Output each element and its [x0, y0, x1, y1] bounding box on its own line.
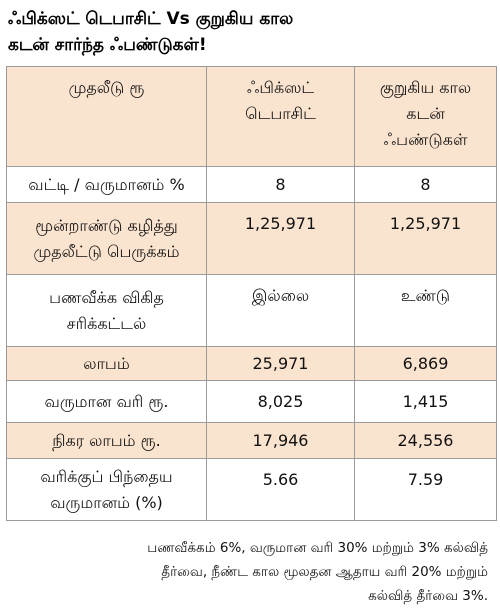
debt-value: 1,415 — [354, 380, 497, 423]
row-label: வருமான வரி ரூ. — [6, 380, 207, 423]
fd-value: இல்லை — [206, 274, 355, 347]
row-label: பணவீக்க விகித சரிக்கட்டல் — [6, 274, 207, 347]
footnote-line-2: தீர்வை, நீண்ட கால மூலதன ஆதாய வரி 20% மற்… — [161, 564, 488, 580]
fd-value: 8,025 — [206, 380, 355, 423]
table-row: மூன்றாண்டு கழித்து முதலீட்டு பெருக்கம் 1,… — [6, 202, 497, 275]
title-line-2: கடன் சார்ந்த ஃபண்டுகள்! — [8, 35, 207, 55]
row-label: மூன்றாண்டு கழித்து முதலீட்டு பெருக்கம் — [6, 202, 207, 275]
fd-value: 5.66 — [206, 458, 355, 521]
debt-value: 24,556 — [354, 422, 497, 459]
comparison-table: முதலீடு ரூ ஃபிக்ஸட் டெபாசிட் குறுகிய கால க… — [6, 66, 497, 521]
table-row: நிகர லாபம் ரூ. 17,946 24,556 — [6, 422, 497, 459]
header-investment: முதலீடு ரூ — [6, 66, 207, 167]
row-label: லாபம் — [6, 346, 207, 381]
footnote: பணவீக்கம் 6%, வருமான வரி 30% மற்றும் 3% … — [18, 536, 488, 608]
table-header-row: முதலீடு ரூ ஃபிக்ஸட் டெபாசிட் குறுகிய கால க… — [6, 66, 497, 167]
debt-value: 6,869 — [354, 346, 497, 381]
footnote-line-3: கல்வித் தீர்வை 3%. — [368, 588, 488, 604]
debt-value: உண்டு — [354, 274, 497, 347]
header-debt-funds: குறுகிய கால கடன் ஃபண்டுகள் — [354, 66, 497, 167]
debt-value: 1,25,971 — [354, 202, 497, 275]
table-row: வருமான வரி ரூ. 8,025 1,415 — [6, 380, 497, 423]
fd-value: 17,946 — [206, 422, 355, 459]
table-row: வரிக்குப் பிந்தைய வருமானம் (%) 5.66 7.59 — [6, 458, 497, 521]
row-label: வரிக்குப் பிந்தைய வருமானம் (%) — [6, 458, 207, 521]
fd-value: 25,971 — [206, 346, 355, 381]
header-fixed-deposit: ஃபிக்ஸட் டெபாசிட் — [206, 66, 355, 167]
table-row: பணவீக்க விகித சரிக்கட்டல் இல்லை உண்டு — [6, 274, 497, 347]
footnote-line-1: பணவீக்கம் 6%, வருமான வரி 30% மற்றும் 3% … — [147, 540, 488, 556]
title-line-1: ஃபிக்ஸட் டெபாசிட் Vs குறுகிய கால — [8, 9, 294, 29]
table-row: லாபம் 25,971 6,869 — [6, 346, 497, 381]
row-label: வட்டி / வருமானம் % — [6, 166, 207, 203]
debt-value: 8 — [354, 166, 497, 203]
row-label: நிகர லாபம் ரூ. — [6, 422, 207, 459]
page-title: ஃபிக்ஸட் டெபாசிட் Vs குறுகிய கால கடன் சா… — [8, 6, 494, 58]
fd-value: 8 — [206, 166, 355, 203]
debt-value: 7.59 — [354, 458, 497, 521]
fd-value: 1,25,971 — [206, 202, 355, 275]
table-row: வட்டி / வருமானம் % 8 8 — [6, 166, 497, 203]
